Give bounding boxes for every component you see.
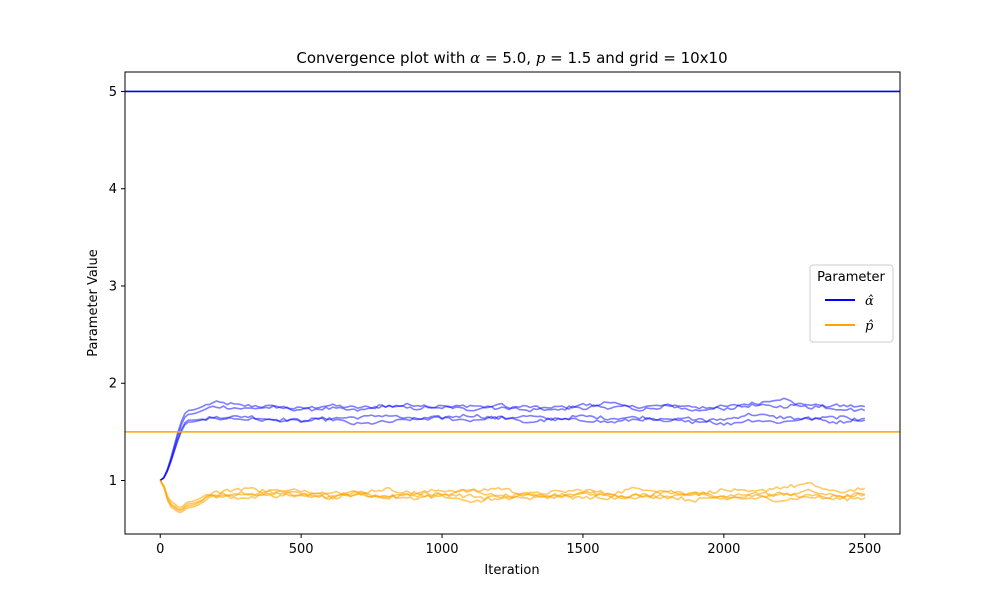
chart-title: Convergence plot with α = 5.0, p = 1.5 a… (296, 49, 727, 67)
y-tick-label: 3 (109, 279, 117, 294)
title-alpha-value: = 5.0, (480, 49, 536, 67)
x-tick-label: 0 (156, 542, 164, 557)
x-tick-label: 500 (289, 542, 314, 557)
y-tick-label: 5 (109, 85, 117, 100)
y-tick-label: 1 (109, 474, 117, 489)
reference-lines (125, 90, 900, 433)
legend: Parameter α̂ p̂ (809, 264, 894, 343)
legend-frame (809, 264, 894, 343)
y-axis-ticks: 1 2 3 4 5 (109, 85, 125, 489)
title-p-value: = 1.5 and grid = 10x10 (545, 49, 727, 67)
series-layer (159, 397, 866, 514)
x-axis-label: Iteration (484, 563, 539, 578)
legend-title: Parameter (817, 270, 885, 285)
alpha-trace-0 (159, 397, 865, 482)
legend-label-alpha: α̂ (865, 294, 874, 309)
legend-label-p: p̂ (865, 319, 874, 334)
p-trace-4 (159, 480, 866, 509)
plot-frame (124, 71, 901, 535)
title-prefix: Convergence plot with (296, 49, 470, 67)
x-tick-label: 1000 (425, 542, 458, 557)
p-trace-7 (159, 480, 866, 511)
y-tick-label: 2 (109, 377, 117, 392)
title-p-symbol: p (536, 49, 546, 67)
x-tick-label: 2500 (848, 542, 881, 557)
y-axis-label: Parameter Value (86, 249, 101, 356)
alpha-trace-3 (159, 415, 865, 482)
title-alpha-symbol: α (470, 49, 480, 67)
alpha-trace-1 (159, 401, 866, 482)
p-trace-5 (159, 480, 866, 512)
x-tick-label: 1500 (566, 542, 599, 557)
y-tick-label: 4 (109, 182, 117, 197)
x-axis-ticks: 0 500 1000 1500 2000 2500 (156, 534, 881, 557)
p-trace-6 (159, 480, 866, 514)
x-tick-label: 2000 (707, 542, 740, 557)
